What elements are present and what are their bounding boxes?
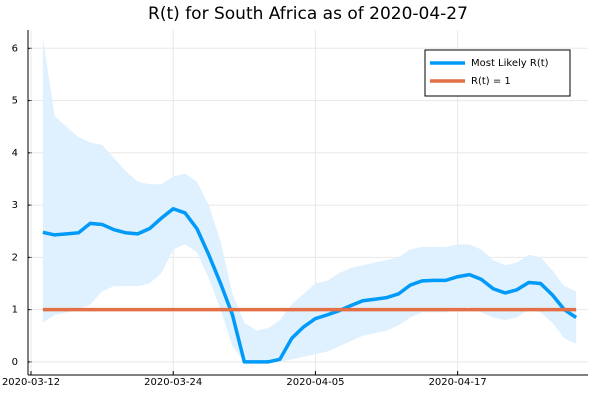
y-tick-label: 6 xyxy=(12,43,18,54)
legend-label: Most Likely R(t) xyxy=(471,58,549,69)
y-tick-label: 4 xyxy=(12,148,18,159)
x-tick-label: 2020-03-24 xyxy=(144,377,202,388)
x-tick-label: 2020-03-12 xyxy=(2,377,60,388)
x-tick-label: 2020-04-17 xyxy=(429,377,487,388)
y-tick-label: 1 xyxy=(12,305,18,316)
legend-label: R(t) = 1 xyxy=(471,76,511,87)
legend-box xyxy=(424,49,571,97)
series-line xyxy=(42,207,578,364)
x-tick-label: 2020-04-05 xyxy=(286,377,344,388)
y-tick-label: 5 xyxy=(12,96,18,107)
legend: Most Likely R(t) R(t) = 1 xyxy=(424,49,571,97)
y-tick-label: 2 xyxy=(12,252,18,263)
chart-title: R(t) for South Africa as of 2020-04-27 xyxy=(148,4,468,24)
y-tick-label: 0 xyxy=(12,357,18,368)
y-tick-label: 3 xyxy=(12,200,18,211)
